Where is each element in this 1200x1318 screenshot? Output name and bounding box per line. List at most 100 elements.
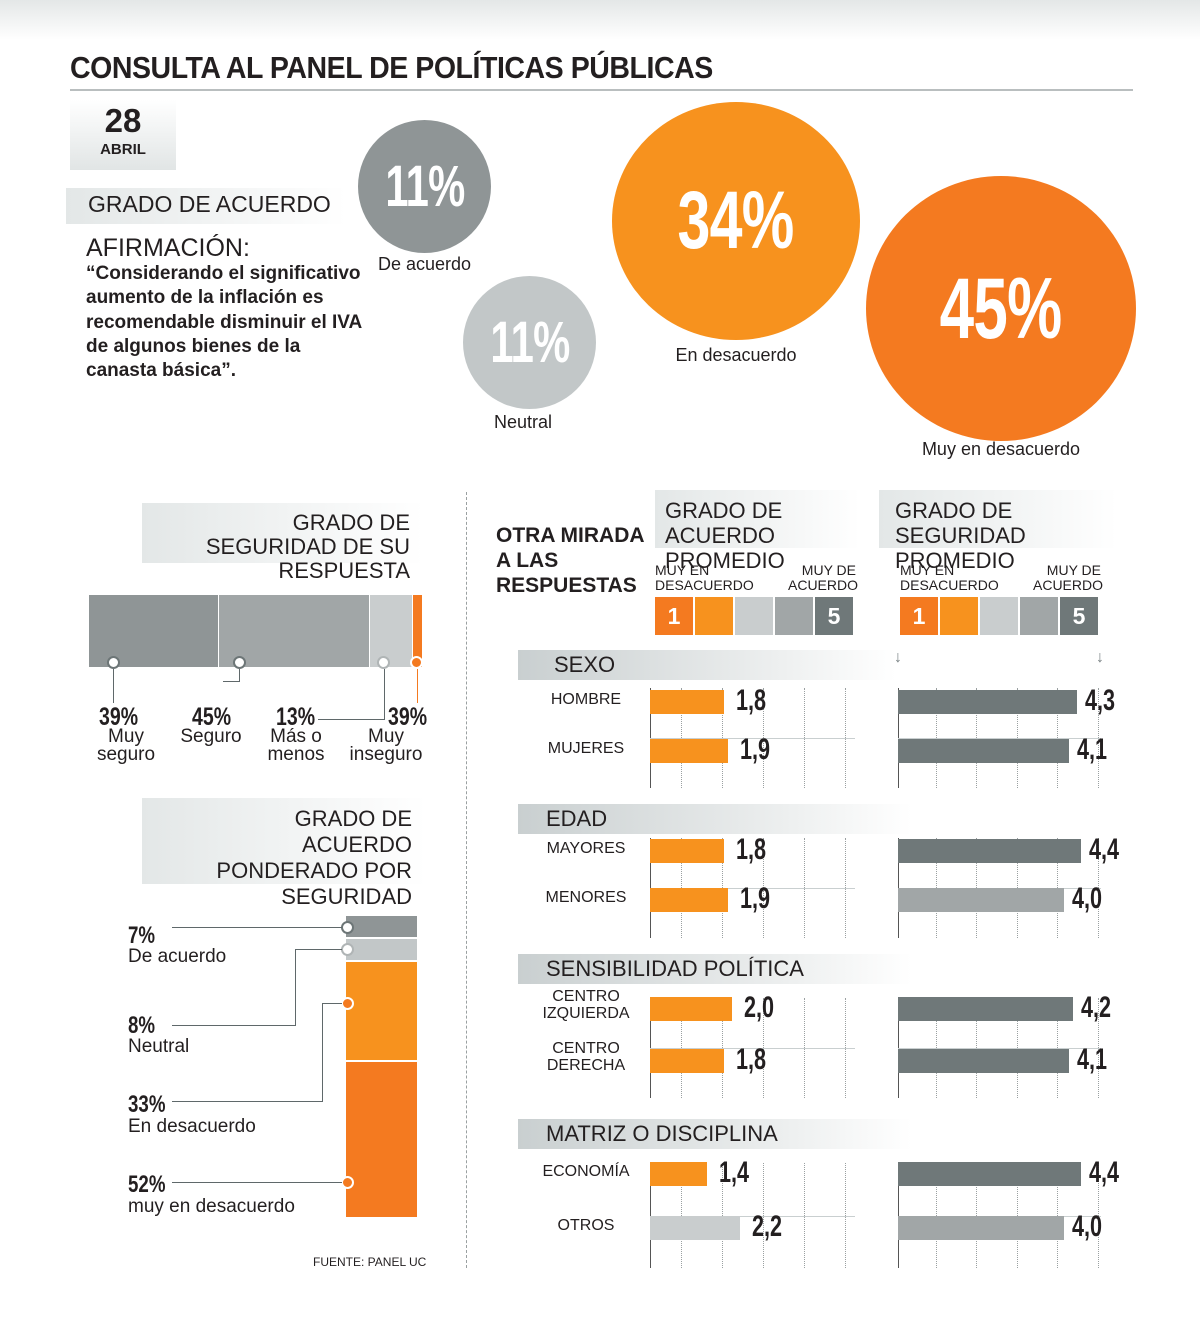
seguridad-seg-muy-seguro	[89, 595, 218, 667]
acuerdo-scale-4	[775, 597, 813, 635]
bubble-en-desacuerdo-value: 34%	[677, 175, 795, 266]
acuerdo-bar-0-0	[650, 690, 724, 714]
row-label-3-1: OTROS	[557, 1217, 615, 1234]
seguridad-scale-3	[980, 597, 1018, 635]
seguridad-value-3-0: 4,4	[1089, 1156, 1120, 1189]
seguridad-value-2-0: 4,2	[1080, 991, 1111, 1024]
ponderado-dot-muy-en-desacuerdo	[341, 1176, 354, 1189]
seguridad-seg-muy-inseguro	[413, 595, 422, 667]
page-title: CONSULTA AL PANEL DE POLÍTICAS PÚBLICAS	[70, 50, 713, 85]
column-divider	[466, 492, 467, 1268]
row-label-line-2-1-1: DERECHA	[546, 1056, 626, 1074]
group-head-3: MATRIZ O DISCIPLINA	[518, 1119, 912, 1149]
bubble-de-acuerdo: 11%	[358, 120, 491, 253]
seguridad-leader-2	[239, 669, 240, 681]
seguridad-pct-mas-o-menos: 13%	[276, 705, 315, 730]
group-head-0: SEXO	[518, 650, 896, 680]
ponderado-leader-2c	[295, 949, 342, 950]
ponderado-pct-neutral: 8%	[128, 1012, 156, 1039]
ponderado-dot-en-desacuerdo	[341, 997, 354, 1010]
seguridad-leader-4	[417, 669, 418, 703]
seguridad-pct-muy-inseguro-text: 39%	[388, 703, 428, 731]
seguridad-scale-5: 5	[1060, 597, 1098, 635]
seguridad-leader-3b	[318, 719, 385, 720]
ponderado-dot-neutral	[341, 943, 354, 956]
seguridad-leader-3	[384, 669, 385, 719]
header-seguridad-promedio: GRADO DE SEGURIDAD PROMEDIO	[879, 490, 1117, 573]
ponderado-cat-de-acuerdo: De acuerdo	[128, 946, 227, 967]
acuerdo-value-1-1: 1,9	[739, 882, 770, 915]
seguridad-pct-muy-inseguro: 39%	[388, 705, 427, 730]
ponderado-dot-de-acuerdo	[341, 921, 354, 934]
seguridad-value-1-1: 4,0	[1072, 882, 1103, 915]
acuerdo-scale-3	[735, 597, 773, 635]
acuerdo-divider-1	[650, 888, 855, 889]
bubble-muy-en-desacuerdo-value: 45%	[940, 260, 1063, 357]
seguridad-pct-muy-seguro: 39%	[99, 705, 138, 730]
seguridad-divider-2	[898, 1048, 1101, 1049]
ponderado-leader-3b	[322, 1003, 323, 1102]
bubble-muy-en-desacuerdo: 45%	[866, 176, 1136, 441]
ponderado-leader-2b	[295, 949, 296, 1026]
acuerdo-value-3-0: 1,4	[719, 1156, 750, 1189]
row-label-1-1: MENORES	[545, 889, 627, 906]
bubble-en-desacuerdo: 34%	[612, 102, 860, 340]
seguridad-cat-muy-inseguro: Muy inseguro	[349, 726, 423, 766]
ponderado-pct-muy-en-desacuerdo: 52%	[128, 1171, 166, 1198]
row-label-0-1: MUJERES	[547, 740, 625, 757]
row-label-1-0: MAYORES	[546, 840, 626, 857]
seguridad-cat-seguro: Seguro	[180, 726, 242, 747]
title-rule	[70, 89, 1133, 91]
seguridad-seg-seguro	[219, 595, 369, 667]
seguridad-bar-2-0	[898, 997, 1073, 1021]
seguridad-seg-mas-o-menos	[370, 595, 412, 667]
row-label-2-1: CENTRO DERECHA	[540, 1040, 632, 1075]
ponderado-pct-de-acuerdo: 7%	[128, 922, 156, 949]
acuerdo-bar-2-1	[650, 1049, 724, 1073]
acuerdo-divider-3	[650, 1215, 855, 1217]
seguridad-value-0-1: 4,1	[1076, 733, 1107, 766]
acuerdo-value-0-0: 1,8	[735, 684, 766, 717]
ponderado-leader-3	[172, 1101, 322, 1102]
seguridad-value-2-1: 4,1	[1076, 1043, 1107, 1076]
seguridad-scale-min: MUY EN DESACUERDO	[900, 562, 999, 593]
header-acuerdo-promedio: GRADO DE ACUERDO PROMEDIO	[655, 490, 860, 573]
seguridad-pct-seguro: 45%	[192, 705, 231, 730]
section-ponderado: GRADO DE ACUERDO PONDERADO POR SEGURIDAD	[142, 798, 426, 909]
section-grado-acuerdo: GRADO DE ACUERDO	[66, 188, 346, 224]
otra-mirada-title: OTRA MIRADA A LAS RESPUESTAS	[496, 524, 644, 598]
seguridad-bar-2-1	[898, 1049, 1069, 1073]
source-note: FUENTE: PANEL UC	[313, 1255, 427, 1269]
header-acuerdo-promedio-text: GRADO DE ACUERDO PROMEDIO	[665, 498, 785, 574]
seguridad-scale-4	[1020, 597, 1058, 635]
ponderado-leader-3c	[322, 1003, 342, 1004]
seguridad-pct-muy-seguro-text: 39%	[99, 703, 139, 731]
seguridad-cat-muy-seguro: Muy seguro	[96, 726, 156, 766]
seguridad-bar-3-1	[898, 1216, 1065, 1240]
acuerdo-bar-0-1	[650, 739, 728, 763]
seguridad-value-0-0: 4,3	[1084, 684, 1115, 717]
header-seguridad-promedio-text: GRADO DE SEGURIDAD PROMEDIO	[895, 498, 1026, 574]
seguridad-scale-max: MUY DE ACUERDO	[1033, 562, 1104, 593]
seguridad-dot-mas-o-menos	[377, 656, 390, 669]
ponderado-cat-muy-en-desacuerdo: muy en desacuerdo	[128, 1196, 295, 1217]
seguridad-bar-1-0	[898, 839, 1082, 863]
section-ponderado-text: GRADO DE ACUERDO PONDERADO POR SEGURIDAD	[216, 806, 412, 909]
bubble-muy-en-desacuerdo-label: Muy en desacuerdo	[921, 439, 1081, 459]
bubble-de-acuerdo-value: 11%	[384, 153, 465, 219]
top-band	[0, 0, 1200, 40]
acuerdo-bar-2-0	[650, 997, 732, 1021]
seguridad-arrow-max-icon: ↓	[1096, 649, 1104, 666]
ponderado-leader-4	[172, 1182, 342, 1183]
seguridad-bar-0-0	[898, 690, 1077, 714]
seguridad-leader-1	[113, 669, 114, 703]
group-head-2: SENSIBILIDAD POLÍTICA	[518, 954, 912, 984]
acuerdo-value-0-1: 1,9	[739, 733, 770, 766]
acuerdo-value-3-1: 2,2	[752, 1210, 783, 1243]
row-label-line-2-0-1: IZQUIERDA	[542, 1004, 630, 1022]
group-head-1: EDAD	[518, 804, 912, 834]
affirmation-text: “Considerando el significativo aumento d…	[86, 263, 362, 382]
bubble-neutral-label: Neutral	[493, 412, 553, 432]
bubble-neutral: 11%	[463, 276, 596, 409]
seguridad-bar-0-1	[898, 739, 1069, 763]
